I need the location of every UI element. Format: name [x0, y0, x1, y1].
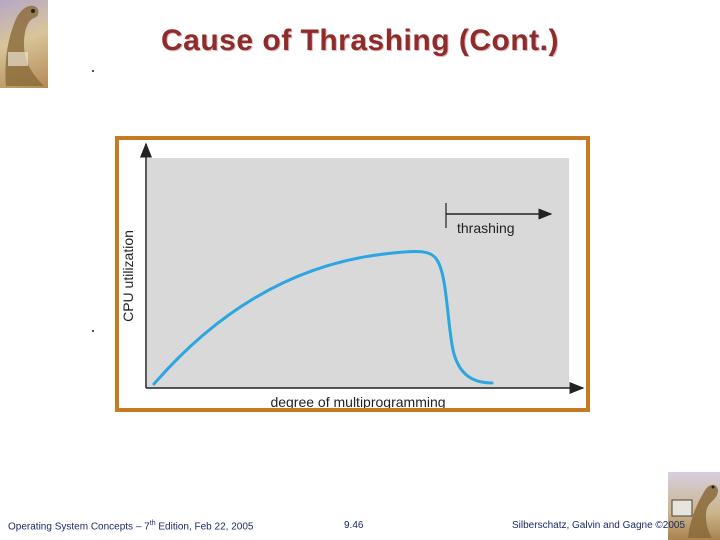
- cpu-utilization-curve: [152, 250, 494, 386]
- footer-slide-number: 9.46: [344, 520, 364, 531]
- x-axis-label: degree of multiprogramming: [270, 394, 445, 408]
- bullet-dot: [92, 70, 94, 72]
- thrashing-diagram: thrashing CPU utilization degree of mult…: [115, 136, 590, 412]
- plot-area: [147, 158, 569, 388]
- footer-course-info: Operating System Concepts – 7th Edition,…: [8, 520, 254, 533]
- bullet-dot: [92, 330, 94, 332]
- slide-title: Cause of Thrashing (Cont.): [161, 24, 559, 57]
- dinosaur-logo-icon: [668, 472, 720, 540]
- y-axis-label: CPU utilization: [120, 230, 136, 322]
- dinosaur-logo-icon: [0, 0, 48, 88]
- thrashing-label: thrashing: [457, 220, 515, 236]
- footer-copyright: Silberschatz, Galvin and Gagne ©2005: [512, 520, 686, 531]
